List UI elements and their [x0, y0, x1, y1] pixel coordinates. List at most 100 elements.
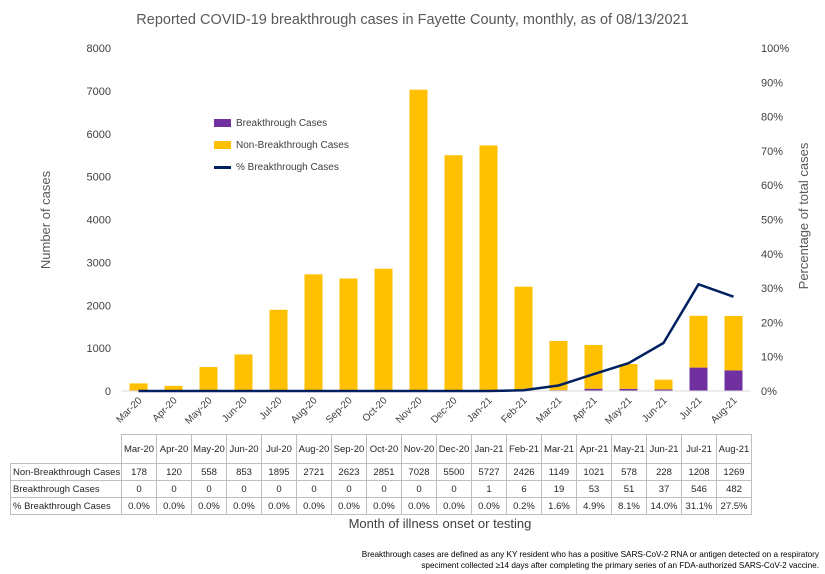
table-column-header: Mar-20 [121, 434, 157, 464]
y-tick-label: 3000 [87, 257, 111, 269]
table-row-label: Breakthrough Cases [10, 480, 122, 498]
table-cell: 0.0% [366, 497, 402, 515]
table-header-row: Mar-20 Apr-20 May-20 Jun-20 Jul-20 Aug-20 Sep-… [10, 434, 752, 464]
table-row: Breakthrough Cases 0 0 0 0 0 0 0 0 0 0 1 6 19 53 51 37 54… [10, 480, 752, 498]
data-table: Mar-20 Apr-20 May-20 Jun-20 Jul-20 Aug-20 Sep-… [10, 434, 752, 515]
table-cell: 0.0% [191, 497, 227, 515]
y2-tick-label: 30% [761, 283, 783, 295]
table-column-header: Apr-20 [156, 434, 192, 464]
table-column-header: Jul-21 [681, 434, 717, 464]
table-cell: 19 [541, 480, 577, 498]
table-cell: 4.9% [576, 497, 612, 515]
y-tick-label: 7000 [87, 86, 111, 98]
x-tick-label: Mar-21 [534, 395, 564, 425]
table-column-header: Aug-21 [716, 434, 752, 464]
x-tick-label: May-21 [603, 395, 635, 427]
bar-non-breakthrough [199, 367, 218, 391]
x-tick-label: Sep-20 [324, 395, 355, 426]
y-tick-label: 6000 [87, 129, 111, 141]
table-cell: 1208 [681, 463, 717, 481]
y-tick-label: 1000 [87, 343, 111, 355]
table-cell: 0.0% [261, 497, 297, 515]
table-row-label: % Breakthrough Cases [10, 497, 122, 515]
bar-non-breakthrough [689, 315, 708, 368]
bar-non-breakthrough [129, 383, 148, 391]
table-cell: 853 [226, 463, 262, 481]
table-column-header: Jul-20 [261, 434, 297, 464]
bar-breakthrough [654, 389, 673, 391]
y2-tick-label: 60% [761, 180, 783, 192]
bar-non-breakthrough [619, 364, 638, 389]
bar-non-breakthrough [234, 354, 253, 391]
x-tick-label: Aug-21 [709, 395, 740, 426]
y2-tick-label: 100% [761, 43, 789, 55]
table-cell: 0 [191, 480, 227, 498]
table-cell: 1.6% [541, 497, 577, 515]
table-cell: 0 [156, 480, 192, 498]
bar-non-breakthrough [514, 286, 533, 391]
table-column-header: Mar-21 [541, 434, 577, 464]
table-cell: 0 [401, 480, 437, 498]
y-tick-label: 2000 [87, 300, 111, 312]
table-corner [10, 434, 122, 464]
table-cell: 51 [611, 480, 647, 498]
legend-label-percent: % Breakthrough Cases [236, 161, 339, 173]
x-tick-label: Jun-20 [220, 395, 250, 425]
table-row: % Breakthrough Cases 0.0% 0.0% 0.0% 0.0% 0.0%… [10, 497, 752, 515]
x-tick-label: Jun-21 [640, 395, 670, 425]
bar-non-breakthrough [304, 274, 323, 391]
x-tick-label: Mar-20 [114, 395, 144, 425]
y-axis-label: Number of cases [38, 170, 53, 269]
bar-non-breakthrough [409, 89, 428, 391]
table-column-header: May-21 [611, 434, 647, 464]
footnote: Breakthrough cases are defined as any KY… [259, 549, 819, 571]
table-cell: 578 [611, 463, 647, 481]
bar-non-breakthrough [724, 315, 743, 371]
table-cell: 0.0% [471, 497, 507, 515]
table-cell: 53 [576, 480, 612, 498]
table-column-header: Aug-20 [296, 434, 332, 464]
bar-non-breakthrough [444, 155, 463, 391]
table-cell: 0 [436, 480, 472, 498]
table-row-label: Non-Breakthrough Cases [10, 463, 122, 481]
table-cell: 2426 [506, 463, 542, 481]
legend-swatch-non-breakthrough [214, 141, 231, 149]
x-tick-label: Jan-21 [465, 395, 495, 425]
legend-swatch-percent [214, 165, 231, 169]
table-cell: 5500 [436, 463, 472, 481]
table-cell: 1021 [576, 463, 612, 481]
y2-tick-label: 50% [761, 215, 783, 227]
legend-label-breakthrough: Breakthrough Cases [236, 117, 328, 129]
y-tick-label: 5000 [87, 172, 111, 184]
table-cell: 2721 [296, 463, 332, 481]
legend-item-breakthrough: Breakthrough Cases [214, 112, 349, 134]
chart-title: Reported COVID-19 breakthrough cases in … [136, 12, 689, 28]
table-cell: 0.0% [156, 497, 192, 515]
table-cell: 0.0% [121, 497, 157, 515]
legend-item-non-breakthrough: Non-Breakthrough Cases [214, 134, 349, 156]
bar-non-breakthrough [549, 340, 568, 391]
footnote-line-2: speciment collected ≥14 days after compl… [421, 561, 819, 570]
x-tick-label: Jul-20 [258, 395, 285, 422]
table-cell: 0.0% [226, 497, 262, 515]
y-tick-label: 4000 [87, 215, 111, 227]
y2-tick-label: 40% [761, 249, 783, 261]
table-column-header: Jun-21 [646, 434, 682, 464]
table-cell: 0.0% [436, 497, 472, 515]
plot-area: 0 1000 2000 3000 4000 5000 6000 7000 8000 0% 10% 20… [87, 43, 790, 427]
table-cell: 8.1% [611, 497, 647, 515]
table-cell: 558 [191, 463, 227, 481]
x-tick-label: Aug-20 [289, 395, 320, 426]
table-cell: 6 [506, 480, 542, 498]
bar-non-breakthrough [654, 379, 673, 390]
x-tick-label: Oct-20 [361, 395, 390, 424]
y2-tick-label: 80% [761, 112, 783, 124]
table-column-header: Jun-20 [226, 434, 262, 464]
bar-breakthrough [689, 367, 708, 391]
y2-axis-label: Percentage of total cases [796, 142, 811, 289]
table-cell: 27.5% [716, 497, 752, 515]
table-cell: 0.0% [331, 497, 367, 515]
legend-item-percent: % Breakthrough Cases [214, 156, 349, 178]
table-cell: 5727 [471, 463, 507, 481]
y2-tick-label: 70% [761, 146, 783, 158]
